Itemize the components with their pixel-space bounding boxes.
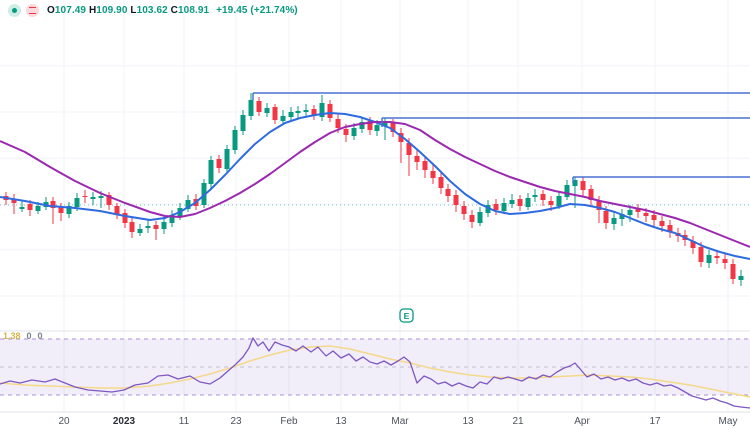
oscillator-band	[0, 338, 750, 396]
time-axis-label: 2023	[113, 416, 136, 427]
oscillator-value-1: 0	[26, 331, 32, 341]
time-axis[interactable]: 20 2023 11 23 Feb 13 Mar 13 21 Apr 17 May	[58, 416, 737, 427]
time-axis-label: 13	[462, 416, 474, 427]
candles-layer	[3, 93, 744, 286]
ohlc-values: O107.49 H109.90 L103.62 C108.91 +19.45 (…	[47, 5, 298, 16]
price-level-line-2[interactable]	[381, 117, 750, 127]
grid-layer	[0, 0, 750, 412]
close-label: C	[170, 5, 178, 16]
ohlc-legend: O107.49 H109.90 L103.62 C108.91 +19.45 (…	[8, 4, 298, 17]
legend-menu-button[interactable]	[26, 4, 39, 17]
price-level-line-1[interactable]	[252, 92, 750, 100]
oscillator-main-line	[0, 337, 750, 409]
open-label: O	[47, 5, 55, 16]
open-value: 107.49	[54, 5, 87, 16]
symbol-visibility-button[interactable]	[8, 4, 21, 17]
oscillator-value-2: 0	[37, 331, 43, 341]
earnings-marker-icon[interactable]: E	[399, 308, 414, 323]
time-axis-label: 17	[649, 416, 661, 427]
time-axis-label: May	[719, 416, 738, 427]
low-value: 103.62	[136, 5, 168, 16]
time-axis-label: 11	[179, 416, 190, 427]
time-axis-label: 13	[335, 416, 347, 427]
high-value: 109.90	[96, 5, 128, 16]
time-axis-label: 20	[58, 416, 70, 427]
time-axis-label: Feb	[280, 416, 298, 427]
price-level-line-3[interactable]	[572, 176, 750, 183]
menu-lines-icon	[29, 7, 36, 14]
time-axis-label: Mar	[391, 416, 409, 427]
time-axis-label: 23	[230, 416, 242, 427]
ma-fast-line[interactable]	[0, 112, 750, 260]
oscillator-signal-line	[0, 345, 750, 398]
time-axis-label: Apr	[574, 416, 590, 427]
oscillator-legend: 1.38 0 0	[3, 331, 43, 341]
svg-text:E: E	[404, 311, 410, 321]
change-value: +19.45 (+21.74%)	[216, 5, 298, 16]
ma-slow-line[interactable]	[0, 121, 750, 248]
close-value: 108.91	[178, 5, 210, 16]
symbol-dot-icon	[12, 8, 17, 13]
high-label: H	[88, 5, 97, 16]
low-label: L	[130, 5, 137, 16]
oscillator-signal-value: 1.38	[3, 331, 21, 341]
time-axis-label: 21	[512, 416, 524, 427]
